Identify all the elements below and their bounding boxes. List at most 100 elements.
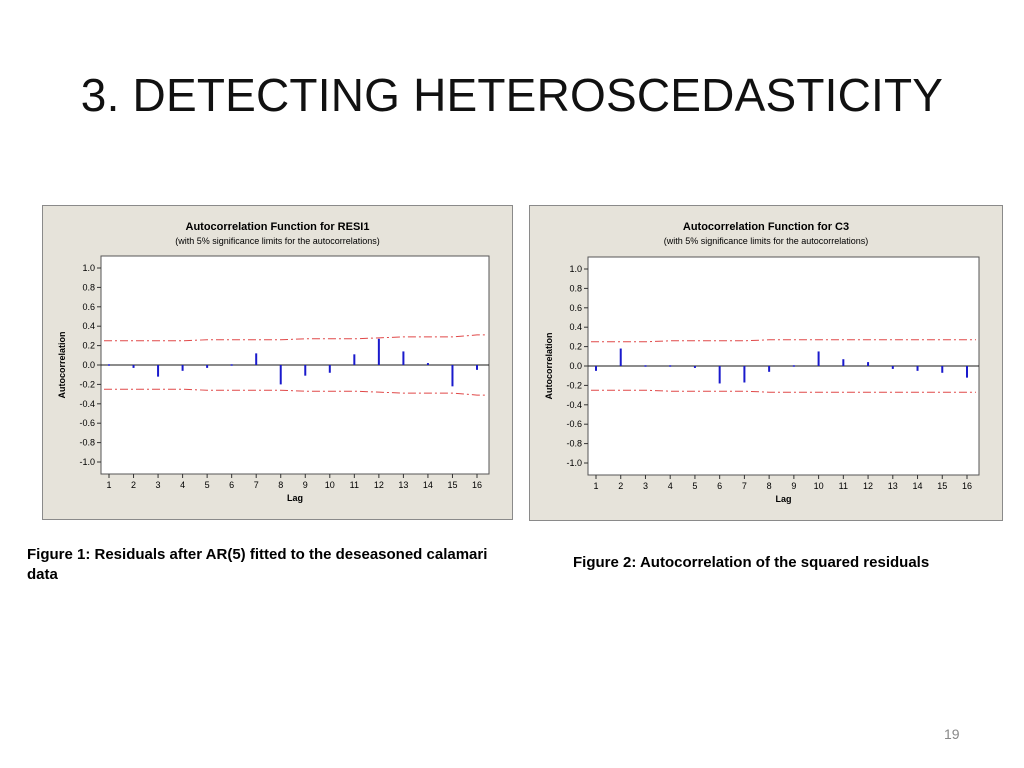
- x-tick-label: 5: [692, 481, 697, 491]
- y-tick-label: 0.2: [82, 341, 95, 351]
- x-axis-label: Lag: [287, 493, 303, 503]
- chart-subtitle: (with 5% significance limits for the aut…: [663, 236, 869, 246]
- y-tick-label: 1.0: [82, 263, 95, 273]
- x-tick-label: 11: [839, 481, 848, 491]
- acf-bar-lag-13: [402, 351, 405, 365]
- x-tick-label: 2: [618, 481, 623, 491]
- y-tick-label: 0.6: [569, 303, 582, 313]
- acf-bar-lag-13: [891, 366, 894, 369]
- x-tick-label: 12: [374, 480, 384, 490]
- x-axis-label: Lag: [775, 494, 791, 504]
- acf-chart-resi1: Autocorrelation Function for RESI1 (with…: [42, 205, 513, 520]
- y-tick-label: -0.4: [566, 400, 582, 410]
- acf-plot: 1.00.80.60.40.20.0-0.2-0.4-0.6-0.8-1.01 2…: [544, 256, 980, 504]
- y-tick-label: 0.4: [569, 322, 582, 332]
- acf-bar-lag-10: [817, 351, 820, 366]
- y-tick-label: -0.6: [79, 418, 95, 428]
- acf-bar-lag-7: [743, 366, 746, 383]
- x-tick-label: 14: [913, 481, 923, 491]
- acf-bar-lag-16: [476, 365, 478, 370]
- acf-bar-lag-10: [328, 365, 331, 373]
- acf-bar-lag-14: [426, 363, 429, 365]
- acf-bar-lag-4: [181, 365, 184, 371]
- y-tick-label: -0.8: [79, 438, 95, 448]
- acf-bar-lag-15: [451, 365, 454, 387]
- acf-bar-lag-8: [279, 365, 282, 385]
- acf-chart-c3: Autocorrelation Function for C3 (with 5%…: [529, 205, 1003, 521]
- acf-bar-lag-7: [255, 353, 258, 365]
- x-tick-label: 7: [742, 481, 747, 491]
- acf-bar-lag-6: [718, 366, 721, 384]
- acf-bar-lag-12: [377, 338, 380, 365]
- x-tick-label: 8: [767, 481, 772, 491]
- x-tick-label: 11: [350, 480, 359, 490]
- y-tick-label: 0.0: [82, 360, 95, 370]
- y-tick-label: -1.0: [566, 458, 582, 468]
- acf-plot: 1.00.80.60.40.20.0-0.2-0.4-0.6-0.8-1.01 2…: [57, 255, 490, 503]
- y-tick-label: -0.2: [79, 379, 95, 389]
- acf-bar-lag-5: [206, 365, 209, 368]
- x-tick-label: 1: [106, 480, 111, 490]
- x-tick-label: 4: [180, 480, 185, 490]
- acf-bar-lag-15: [941, 366, 944, 373]
- x-tick-label: 1: [593, 481, 598, 491]
- x-tick-label: 2: [131, 480, 136, 490]
- x-tick-label: 6: [717, 481, 722, 491]
- lower-significance-limit: [591, 389, 976, 393]
- x-tick-label: 4: [668, 481, 673, 491]
- y-tick-label: 0.8: [82, 282, 95, 292]
- acf-bar-lag-1: [595, 366, 597, 371]
- acf-bar-lag-3: [157, 365, 160, 377]
- acf-bar-lag-11: [353, 354, 356, 365]
- x-tick-label: 14: [423, 480, 433, 490]
- x-tick-label: 9: [791, 481, 796, 491]
- y-tick-label: 0.4: [82, 321, 95, 331]
- y-tick-label: -0.6: [566, 419, 582, 429]
- y-tick-label: 0.2: [569, 342, 582, 352]
- x-tick-label: 5: [205, 480, 210, 490]
- acf-bar-lag-14: [916, 366, 919, 371]
- x-tick-label: 13: [888, 481, 898, 491]
- page-number: 19: [944, 726, 960, 742]
- acf-bar-lag-4: [669, 365, 672, 367]
- upper-significance-limit: [591, 339, 976, 343]
- x-tick-label: 10: [325, 480, 335, 490]
- x-tick-label: 10: [814, 481, 824, 491]
- x-tick-label: 13: [398, 480, 408, 490]
- x-tick-label: 12: [863, 481, 873, 491]
- chart-subtitle: (with 5% significance limits for the aut…: [175, 236, 380, 246]
- x-tick-label: 16: [472, 480, 482, 490]
- acf-bar-lag-8: [768, 366, 771, 372]
- y-tick-label: 0.6: [82, 302, 95, 312]
- x-tick-label: 15: [937, 481, 947, 491]
- figure-1-caption: Figure 1: Residuals after AR(5) fitted t…: [27, 546, 488, 583]
- chart-title: Autocorrelation Function for RESI1: [185, 221, 370, 233]
- figure-2-caption: Figure 2: Autocorrelation of the squared…: [573, 554, 930, 571]
- acf-bar-lag-9: [792, 365, 795, 367]
- upper-significance-limit: [104, 334, 486, 342]
- x-tick-label: 9: [303, 480, 308, 490]
- x-tick-label: 3: [643, 481, 648, 491]
- x-tick-label: 7: [254, 480, 259, 490]
- acf-bar-lag-1: [108, 364, 110, 366]
- acf-bar-lag-11: [842, 359, 845, 366]
- x-tick-label: 8: [278, 480, 283, 490]
- y-tick-label: 0.8: [569, 283, 582, 293]
- x-tick-label: 15: [447, 480, 457, 490]
- y-tick-label: -0.8: [566, 439, 582, 449]
- y-tick-label: -0.4: [79, 399, 95, 409]
- y-axis-label: Autocorrelation: [57, 331, 67, 398]
- slide-title: 3. DETECTING HETEROSCEDASTICITY: [80, 69, 944, 121]
- y-axis-label: Autocorrelation: [544, 332, 554, 399]
- y-tick-label: -1.0: [79, 457, 95, 467]
- x-tick-label: 16: [962, 481, 972, 491]
- acf-bar-lag-9: [304, 365, 307, 376]
- y-tick-label: 0.0: [569, 361, 582, 371]
- y-tick-label: 1.0: [569, 264, 582, 274]
- lower-significance-limit: [104, 388, 486, 396]
- chart-title: Autocorrelation Function for C3: [682, 221, 850, 233]
- y-tick-label: -0.2: [566, 380, 582, 390]
- acf-bar-lag-12: [867, 362, 870, 366]
- x-tick-label: 6: [229, 480, 234, 490]
- x-tick-label: 3: [156, 480, 161, 490]
